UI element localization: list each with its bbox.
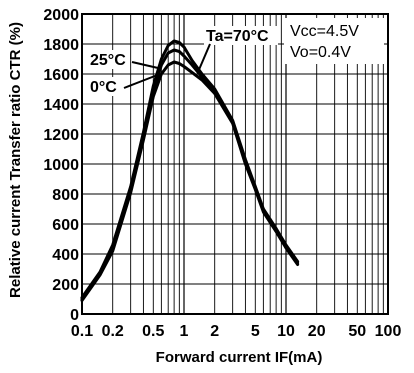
series-curves: [80, 39, 300, 302]
series-curve: [80, 60, 300, 302]
y-tick-label: 800: [52, 187, 79, 204]
x-tick-label: 1: [180, 323, 189, 340]
x-tick-label: 50: [348, 323, 366, 340]
x-tick-label: 100: [375, 323, 402, 340]
series-label-70c: Ta=70°C: [206, 28, 269, 45]
y-tick-labels: 0 200 400 600 800 1000 1200 1400 1600 1800 2000: [43, 7, 79, 324]
y-tick-label: 1000: [43, 157, 79, 174]
y-tick-label: 1200: [43, 127, 79, 144]
x-tick-label: 20: [308, 323, 326, 340]
x-tick-label: 2: [210, 323, 219, 340]
x-tick-labels: 0.1 0.2 0.5 1 2 5 10 20 50 100: [71, 323, 402, 340]
x-tick-label: 0.2: [102, 323, 124, 340]
condition-vcc: Vcc=4.5V: [290, 23, 359, 40]
series-annotations: Ta=70°C 25°C 0°C: [88, 26, 278, 96]
x-tick-label: 0.5: [142, 323, 164, 340]
y-tick-label: 1400: [43, 97, 79, 114]
y-tick-label: 600: [52, 217, 79, 234]
y-tick-label: 400: [52, 247, 79, 264]
condition-vo: Vo=0.4V: [290, 44, 351, 61]
series-label-0c: 0°C: [90, 79, 117, 96]
series-label-25c-leader: [131, 61, 159, 69]
series-label-0c-leader: [123, 73, 161, 89]
y-tick-label: 2000: [43, 7, 79, 24]
plot-frame: [81, 13, 389, 315]
x-tick-label: 10: [277, 323, 295, 340]
conditions-box: Vcc=4.5V Vo=0.4V: [284, 18, 384, 64]
y-axis-label: Relative current Transfer ratio CTR (%): [7, 22, 24, 298]
series-label-25c: 25°C: [90, 52, 126, 69]
x-tick-label: 5: [251, 323, 260, 340]
y-tick-label: 0: [70, 307, 79, 324]
y-tick-label: 1600: [43, 67, 79, 84]
y-tick-label: 1800: [43, 37, 79, 54]
y-tick-label: 200: [52, 277, 79, 294]
series-label-70c-leader: [197, 43, 211, 73]
x-axis-label: Forward current IF(mA): [156, 349, 323, 366]
x-tick-label: 0.1: [71, 323, 93, 340]
